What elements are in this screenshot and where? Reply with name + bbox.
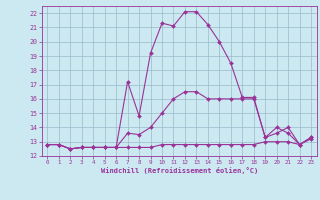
X-axis label: Windchill (Refroidissement éolien,°C): Windchill (Refroidissement éolien,°C) <box>100 167 258 174</box>
